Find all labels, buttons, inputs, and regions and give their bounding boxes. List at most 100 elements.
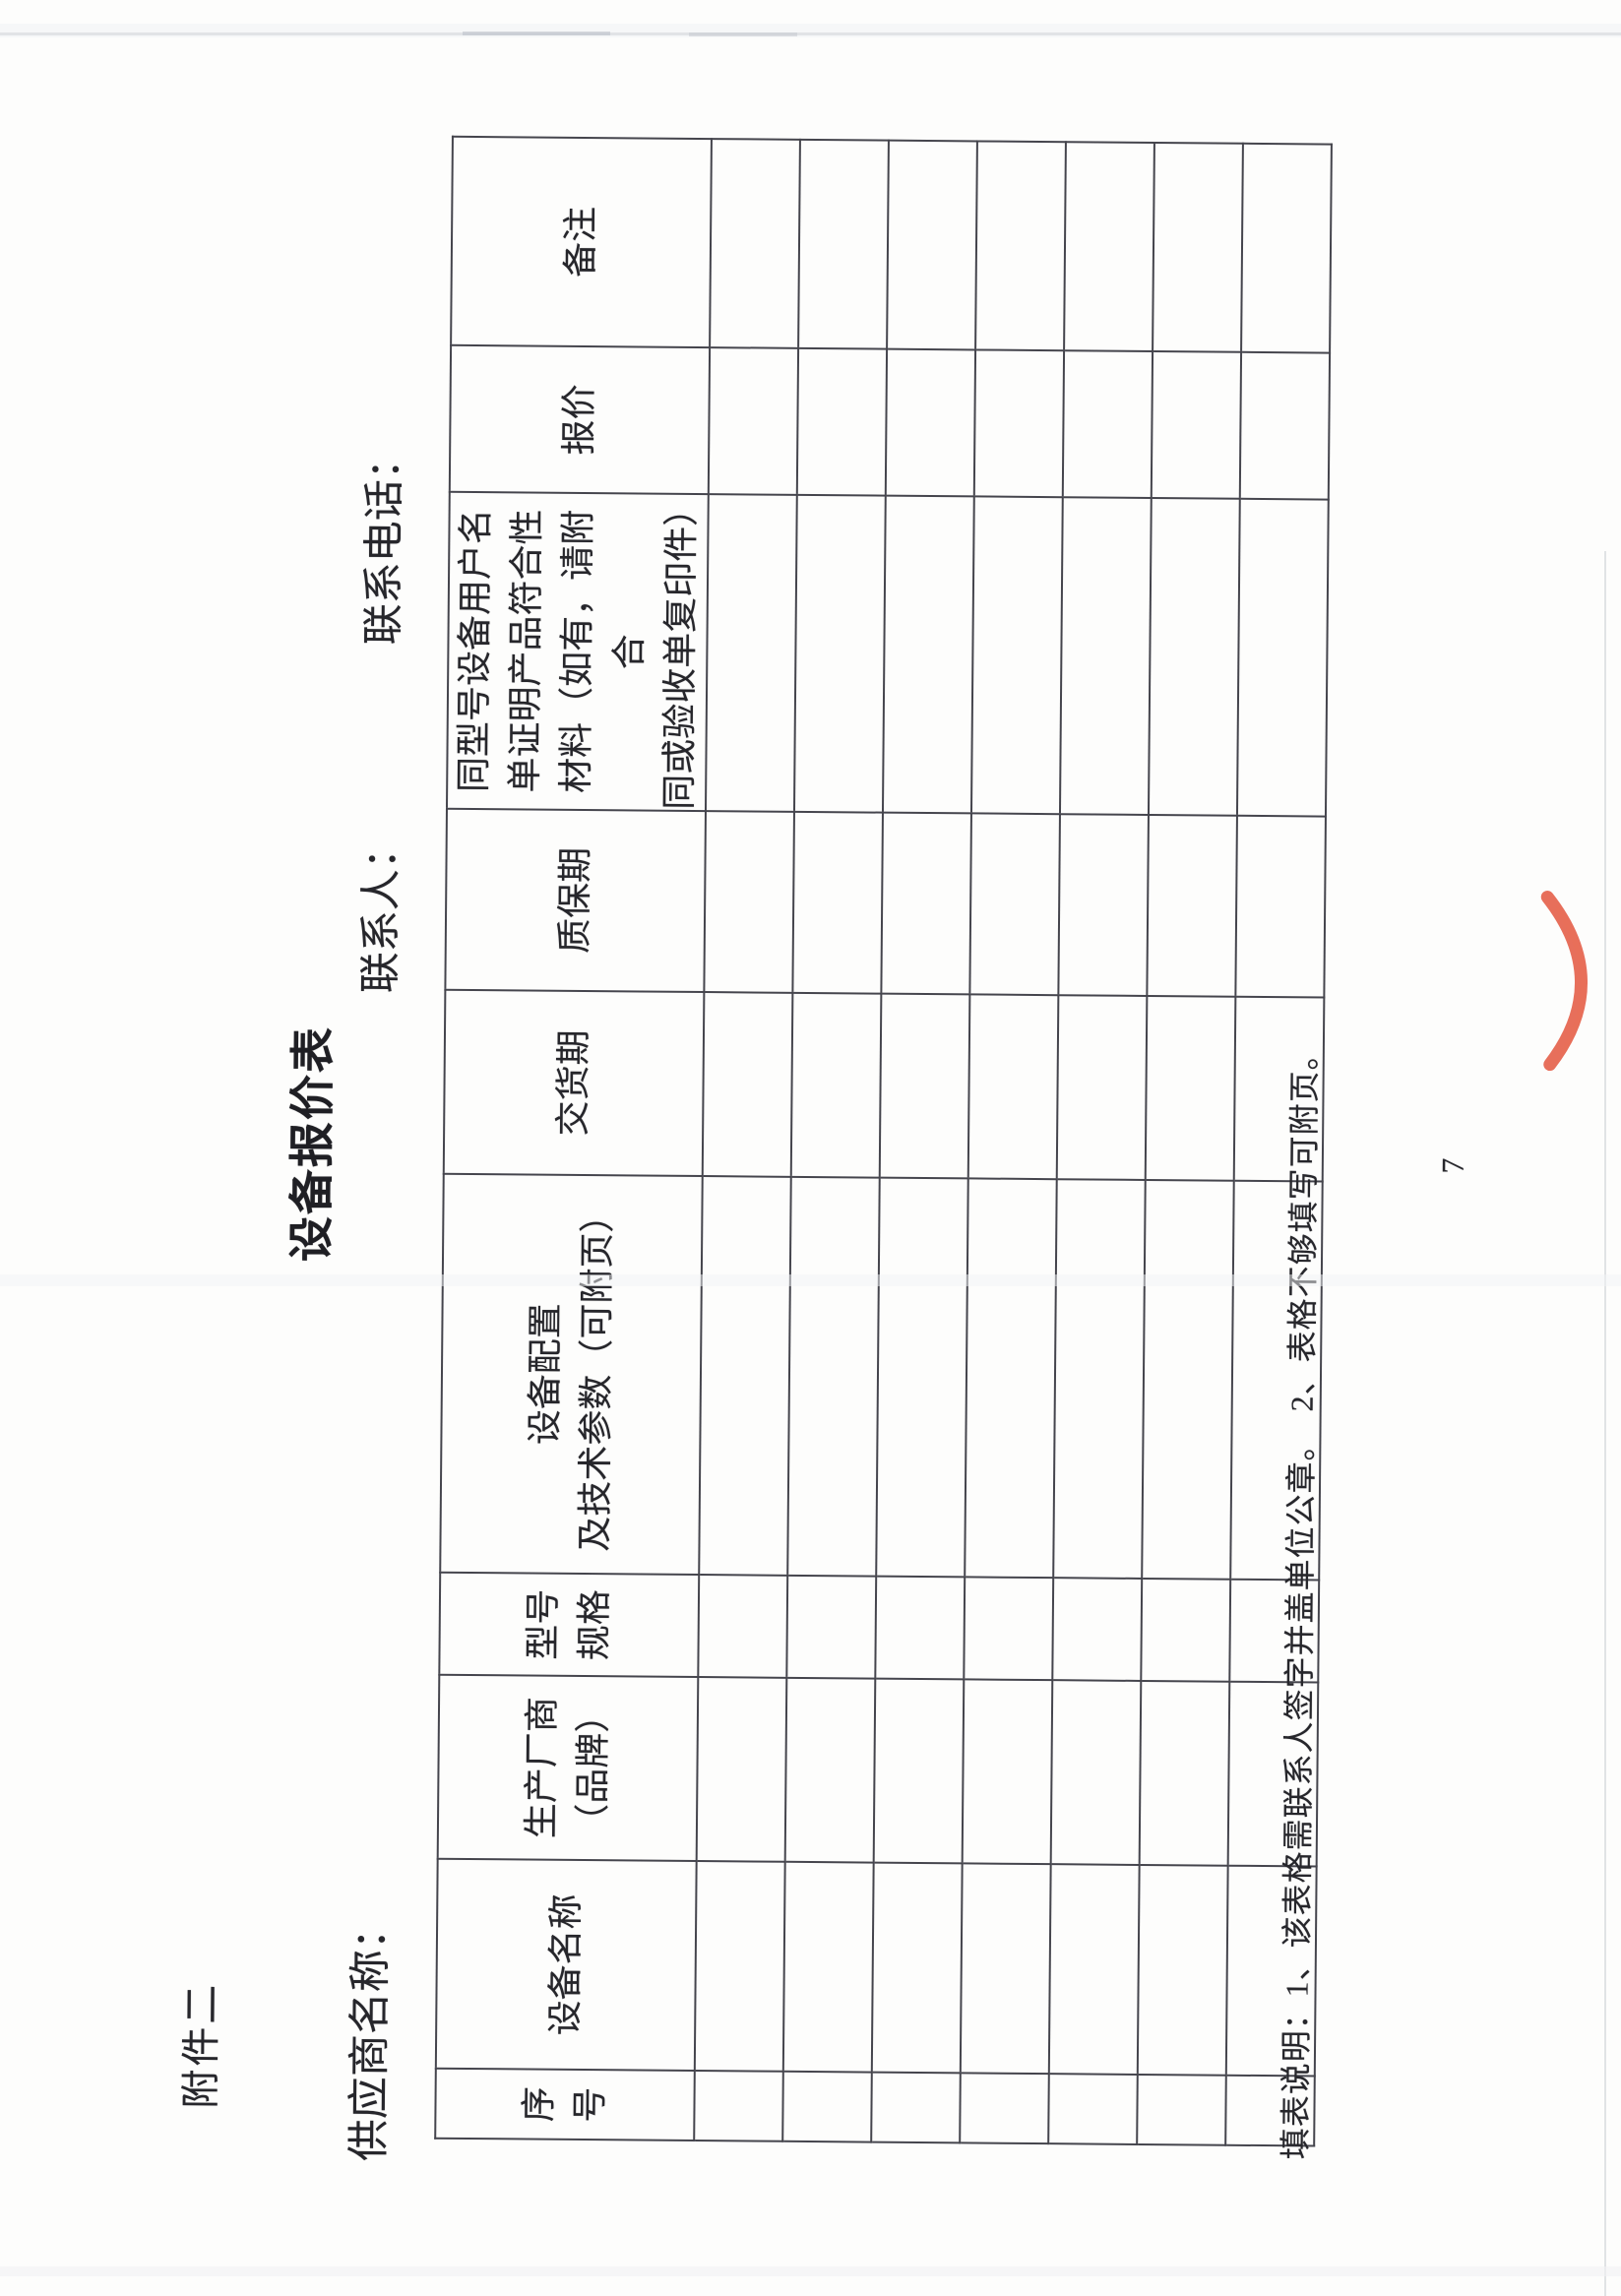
empty-cell	[960, 1863, 1051, 2075]
empty-cell	[871, 1862, 963, 2074]
empty-cell	[786, 1575, 877, 1679]
col-header-line: 单证明产品符合性	[505, 509, 547, 793]
col-header-line: 备注	[561, 206, 601, 279]
empty-data-row	[694, 139, 800, 2141]
empty-cell	[975, 141, 1066, 351]
col-header-line: 交货期	[553, 1029, 594, 1137]
col-header-line: 型号	[523, 1588, 564, 1660]
col-header-warranty-period: 质保期	[445, 808, 706, 993]
empty-data-row	[1048, 142, 1154, 2144]
empty-cell	[708, 347, 799, 495]
empty-cell	[871, 2072, 961, 2143]
col-header-model-spec: 型号 规格	[439, 1572, 700, 1678]
empty-cell	[694, 1861, 785, 2072]
col-header-line: 材料（如有，请附合	[556, 509, 650, 794]
empty-cell	[887, 140, 977, 350]
empty-cell	[1064, 142, 1154, 352]
empty-cell	[873, 1678, 965, 1864]
header-row: 序号设备名称 生产厂商 （品牌） 型号 规格 设备配置 及技术参数（可附页） 交货期 质保期 同型…	[435, 136, 712, 2141]
empty-cell	[790, 992, 882, 1178]
empty-cell	[793, 494, 886, 813]
col-header-line: 及技术参数（可附页）	[575, 1197, 619, 1552]
empty-cell	[798, 139, 889, 349]
col-header-line: 报价	[559, 384, 600, 456]
col-header-equipment-name: 设备名称	[435, 1858, 697, 2072]
col-header-manufacturer-brand: 生产厂商 （品牌）	[437, 1674, 699, 1862]
col-header-quote-price: 报价	[449, 344, 711, 495]
contact-phone-label: 联系电话：	[361, 437, 409, 646]
empty-cell	[1058, 814, 1149, 996]
page-number: 7	[1434, 1157, 1470, 1174]
empty-cell	[962, 1679, 1053, 1865]
col-header-index: 序号	[435, 2068, 695, 2141]
empty-cell	[973, 349, 1065, 498]
col-header-line: 同或验收单复印件）	[658, 490, 702, 810]
empty-cell	[704, 811, 794, 993]
empty-cell	[882, 495, 974, 814]
empty-data-row	[782, 139, 889, 2142]
empty-cell	[792, 811, 883, 994]
empty-cell	[1145, 995, 1236, 1181]
empty-cell	[876, 1177, 968, 1578]
empty-cell	[1139, 1680, 1230, 1866]
empty-cell	[885, 348, 976, 497]
col-header-remarks: 备注	[451, 136, 712, 348]
empty-cell	[960, 2073, 1049, 2144]
col-header-line: 生产厂商	[522, 1696, 563, 1839]
empty-cell	[796, 347, 888, 496]
empty-cell	[1148, 497, 1240, 816]
empty-cell	[710, 139, 800, 348]
empty-cell	[702, 992, 793, 1177]
empty-data-row	[871, 140, 977, 2143]
col-header-config-tech-params: 设备配置 及技术参数（可附页）	[440, 1173, 703, 1576]
empty-cell	[1151, 351, 1242, 499]
empty-cell	[705, 494, 797, 812]
attachment-label: 附件二	[178, 1981, 224, 2109]
empty-cell	[879, 993, 970, 1179]
red-stamp-arc	[1540, 891, 1588, 1072]
supplier-name-label: 供应商名称：	[345, 1906, 396, 2162]
empty-cell	[875, 1576, 966, 1680]
col-header-line: （品牌）	[573, 1697, 614, 1839]
empty-cell	[787, 1176, 880, 1577]
col-header-line: 序	[519, 2085, 559, 2123]
col-header-line: 质保期	[555, 846, 596, 955]
empty-cell	[1048, 2074, 1138, 2144]
empty-cell	[1050, 1680, 1142, 1865]
col-header-delivery-period: 交货期	[443, 989, 705, 1177]
empty-cell	[1062, 350, 1153, 498]
empty-cell	[784, 1677, 876, 1863]
col-header-line: 同型号设备用户名	[454, 508, 496, 793]
empty-cell	[782, 2071, 872, 2142]
empty-cell	[967, 994, 1059, 1180]
empty-cell	[969, 813, 1060, 996]
empty-cell	[965, 1178, 1057, 1579]
empty-cell	[970, 496, 1063, 815]
empty-cell	[696, 1677, 787, 1862]
col-header-same-model-user-proof: 同型号设备用户名 单证明产品符合性 材料（如有，请附合 同或验收单复印件）	[446, 490, 709, 812]
empty-cell	[1056, 995, 1148, 1180]
empty-cell	[1053, 1179, 1146, 1579]
col-header-line: 号	[570, 2086, 611, 2123]
empty-cell	[1059, 497, 1152, 815]
empty-cell	[1153, 143, 1243, 352]
empty-data-row	[1137, 143, 1243, 2145]
empty-cell	[1137, 2074, 1226, 2145]
empty-cell	[964, 1577, 1054, 1681]
empty-cell	[1147, 814, 1237, 997]
empty-cell	[881, 812, 971, 995]
empty-cell	[1141, 1578, 1231, 1682]
empty-cell	[1137, 1864, 1228, 2076]
contact-person-label: 联系人：	[358, 827, 405, 994]
empty-cell	[1052, 1578, 1143, 1681]
col-header-line: 规格	[574, 1588, 615, 1661]
empty-cell	[699, 1176, 791, 1576]
empty-data-row	[960, 141, 1066, 2144]
empty-cell	[1048, 1864, 1140, 2075]
col-header-line: 设备名称	[545, 1893, 587, 2036]
empty-cell	[1142, 1179, 1234, 1580]
empty-cell	[782, 1861, 874, 2073]
empty-cell	[694, 2071, 783, 2141]
